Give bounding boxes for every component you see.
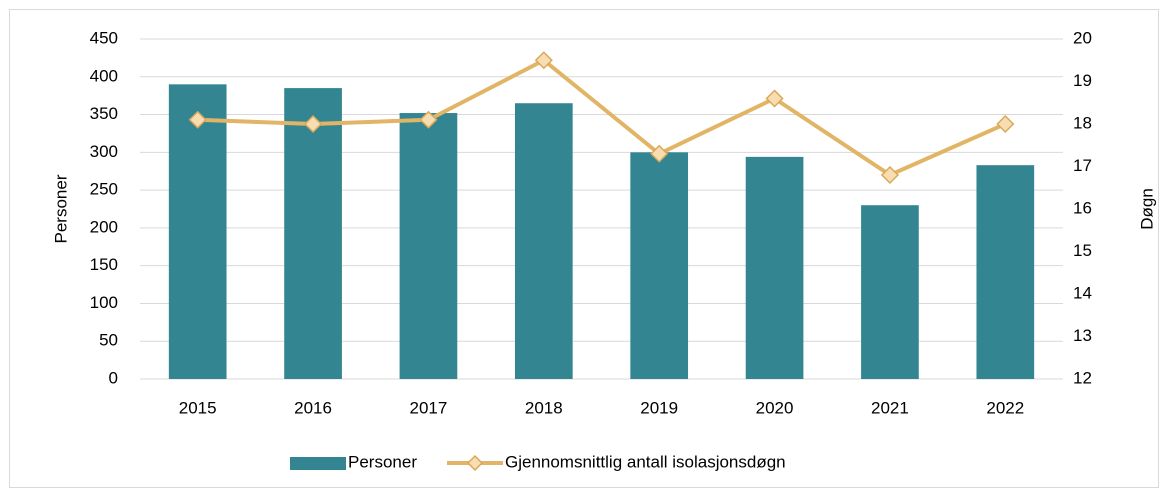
y-tick-label: 0 xyxy=(109,368,118,387)
y-tick-label: 350 xyxy=(90,104,118,123)
y2-tick-label: 17 xyxy=(1073,156,1092,175)
bar xyxy=(399,113,458,380)
y2-tick-label: 15 xyxy=(1073,241,1092,260)
marker xyxy=(534,51,553,70)
marker xyxy=(188,110,207,129)
legend-label: Gjennomsnittlig antall isolasjonsdøgn xyxy=(505,452,786,471)
y-tick-label: 250 xyxy=(90,180,118,199)
line xyxy=(197,57,1007,178)
y2-tick-label: 14 xyxy=(1073,283,1092,302)
y-axis-label: Personer xyxy=(51,174,70,243)
bar xyxy=(284,88,342,379)
y2-tick-label: 19 xyxy=(1073,71,1092,90)
marker xyxy=(880,165,899,185)
y2-axis-label: Døgn xyxy=(1137,188,1156,230)
y-tick-label: 300 xyxy=(90,142,118,161)
x-tick-label: 2015 xyxy=(179,398,217,417)
y-tick-label: 450 xyxy=(90,28,118,47)
x-tick-label: 2017 xyxy=(410,398,448,417)
bar xyxy=(745,156,804,379)
y-tick-label: 400 xyxy=(90,66,118,85)
bar xyxy=(514,103,573,379)
y-tick-label: 100 xyxy=(90,293,118,312)
marker xyxy=(304,114,323,134)
x-tick-label: 2022 xyxy=(986,398,1024,417)
marker xyxy=(996,114,1015,134)
x-tick-label: 2020 xyxy=(756,398,794,417)
bar xyxy=(630,152,689,379)
marker xyxy=(650,144,669,163)
marker xyxy=(765,89,784,108)
y2-tick-label: 16 xyxy=(1073,198,1092,217)
bar xyxy=(976,165,1035,379)
x-tick-label: 2018 xyxy=(525,398,563,417)
y-tick-label: 200 xyxy=(90,217,118,236)
x-tick-label: 2019 xyxy=(640,398,678,417)
bar xyxy=(861,205,919,379)
y2-tick-label: 12 xyxy=(1073,368,1092,387)
legend-label: Personer xyxy=(348,452,417,471)
y-tick-label: 50 xyxy=(99,331,118,350)
x-tick-label: 2016 xyxy=(294,398,332,417)
y-tick-label: 150 xyxy=(90,255,118,274)
legend-marker xyxy=(466,454,484,472)
y2-tick-label: 13 xyxy=(1073,326,1092,345)
x-tick-label: 2021 xyxy=(871,398,909,417)
bar xyxy=(168,84,227,379)
marker xyxy=(419,110,438,129)
legend-swatch xyxy=(290,457,346,470)
y2-tick-label: 18 xyxy=(1073,113,1092,132)
y2-tick-label: 20 xyxy=(1073,28,1092,47)
